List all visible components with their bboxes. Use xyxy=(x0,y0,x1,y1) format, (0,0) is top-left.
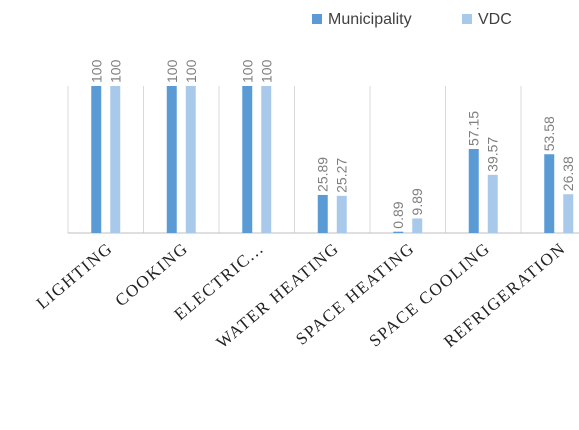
data-label-municipality-space-heating: 0.89 xyxy=(390,201,406,228)
bar-municipality-space-heating xyxy=(393,231,404,233)
data-label-vdc-space-heating: 9.89 xyxy=(409,188,425,215)
data-label-municipality-water-heating: 25.89 xyxy=(315,157,331,192)
bar-vdc-water-heating xyxy=(336,195,347,233)
data-label-vdc-water-heating: 25.27 xyxy=(334,158,350,193)
data-label-vdc-space-cooling: 39.57 xyxy=(485,137,501,172)
data-label-vdc-electric: 100 xyxy=(258,59,274,83)
bar-vdc-lighting xyxy=(110,86,121,233)
legend: Municipality VDC xyxy=(312,11,512,28)
bars xyxy=(91,86,574,233)
legend-label-municipality: Municipality xyxy=(328,11,412,28)
category-label-cooking: COOKING xyxy=(112,239,192,311)
legend-swatch-municipality xyxy=(312,14,322,24)
data-label-municipality-cooking: 100 xyxy=(164,59,180,83)
bar-vdc-electric xyxy=(261,86,272,233)
category-label-refrigeration: REFRIGERATION xyxy=(440,239,569,352)
data-label-vdc-cooking: 100 xyxy=(183,59,199,83)
category-label-lighting: LIGHTING xyxy=(33,239,117,313)
bar-municipality-space-cooling xyxy=(468,148,479,233)
bar-municipality-lighting xyxy=(91,86,102,233)
bar-municipality-electric xyxy=(242,86,253,233)
legend-label-vdc: VDC xyxy=(478,11,512,28)
data-label-vdc-lighting: 100 xyxy=(107,59,123,83)
category-label-water-heating: WATER HEATING xyxy=(213,239,343,353)
category-separators xyxy=(67,86,579,234)
bar-vdc-space-cooling xyxy=(487,174,498,233)
bar-vdc-cooking xyxy=(185,86,196,233)
data-label-vdc-refrigeration: 26.38 xyxy=(560,156,576,191)
data-label-municipality-lighting: 100 xyxy=(88,59,104,83)
bar-municipality-water-heating xyxy=(317,194,328,233)
bar-municipality-cooking xyxy=(166,86,177,233)
data-label-municipality-electric: 100 xyxy=(239,59,255,83)
bar-vdc-space-heating xyxy=(412,218,423,233)
legend-swatch-vdc xyxy=(462,14,472,24)
data-label-municipality-space-cooling: 57.15 xyxy=(466,111,482,146)
bar-vdc-refrigeration xyxy=(563,194,574,233)
data-label-municipality-refrigeration: 53.58 xyxy=(541,116,557,151)
bar-municipality-refrigeration xyxy=(544,154,555,233)
